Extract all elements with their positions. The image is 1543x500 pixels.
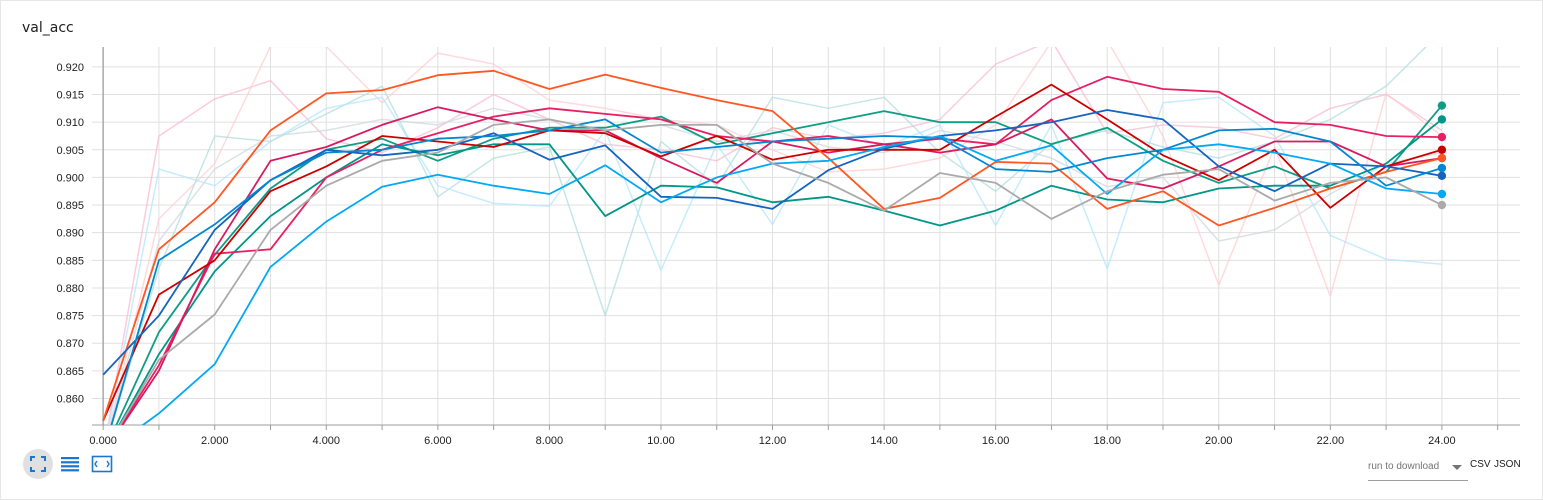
series-end-markers [1437, 101, 1447, 210]
x-tick-label: 10.00 [647, 435, 675, 447]
y-tick-label: 0.895 [56, 200, 84, 212]
y-tick-label: 0.905 [56, 145, 84, 157]
x-tick-label: 24.00 [1428, 435, 1456, 447]
series-end-marker [1437, 189, 1447, 199]
series-line [119, 118, 1443, 425]
x-tick-label: 2.000 [201, 435, 229, 447]
download-json-link[interactable]: JSON [1494, 459, 1521, 470]
series-line [109, 47, 1443, 425]
x-tick-label: 20.00 [1205, 435, 1233, 447]
run-download-placeholder: run to download [1368, 461, 1440, 472]
x-tick-label: 4.000 [313, 435, 341, 447]
series-line [102, 69, 1443, 421]
series-line [102, 83, 1443, 421]
y-tick-label: 0.890 [56, 228, 84, 240]
y-tick-label: 0.915 [56, 90, 84, 102]
series-end-marker [1437, 145, 1447, 154]
x-tick-label: 12.00 [759, 435, 787, 447]
x-tick-label: 18.00 [1093, 435, 1121, 447]
series-end-marker [1437, 200, 1447, 210]
log-scale-icon [61, 457, 79, 472]
y-tick-label: 0.870 [56, 338, 84, 350]
fit-domain-button[interactable] [23, 449, 53, 479]
x-tick-label: 16.00 [982, 435, 1010, 447]
chevron-down-icon [1452, 465, 1462, 470]
series-end-marker [1437, 101, 1447, 110]
series-line [107, 47, 1443, 425]
y-tick-label: 0.865 [56, 366, 84, 378]
x-tick-labels: 0.000 2.000 4.000 6.000 8.000 10.00 12.00 14.00… [89, 435, 1455, 447]
y-tick-label: 0.875 [56, 311, 84, 323]
log-scale-button[interactable] [55, 449, 85, 479]
x-tick-label: 0.000 [89, 435, 117, 447]
series-line [110, 118, 1443, 425]
select-range-button[interactable] [87, 449, 117, 479]
y-tick-label: 0.910 [56, 117, 84, 129]
series-end-marker [1437, 163, 1447, 173]
y-tick-label: 0.880 [56, 283, 84, 295]
chart-title: val_acc [22, 20, 74, 36]
series-end-marker [1437, 153, 1447, 163]
series-line [102, 109, 1443, 376]
x-tick-label: 14.00 [870, 435, 898, 447]
series-end-marker [1437, 132, 1447, 142]
fit-domain-icon [30, 456, 46, 472]
x-tick-label: 22.00 [1317, 435, 1345, 447]
y-tick-label: 0.885 [56, 255, 84, 267]
select-range-icon [91, 455, 113, 473]
y-tick-labels: 0.860 0.865 0.870 0.875 0.880 0.885 0.890 0.895… [56, 62, 84, 406]
series-line [111, 47, 1427, 425]
y-tick-label: 0.900 [56, 172, 84, 184]
x-tick-label: 8.000 [536, 435, 564, 447]
series-end-marker [1437, 171, 1447, 180]
y-tick-label: 0.920 [56, 62, 84, 74]
run-download-select[interactable]: run to download [1368, 458, 1468, 481]
series-line [108, 96, 1442, 425]
y-tick-label: 0.860 [56, 393, 84, 405]
series-end-marker [1437, 115, 1447, 124]
series-lines[interactable] [102, 31, 1443, 454]
axes [92, 47, 1520, 430]
series-line [109, 107, 1443, 425]
x-tick-label: 6.000 [424, 435, 452, 447]
download-csv-link[interactable]: CSV [1470, 459, 1491, 470]
